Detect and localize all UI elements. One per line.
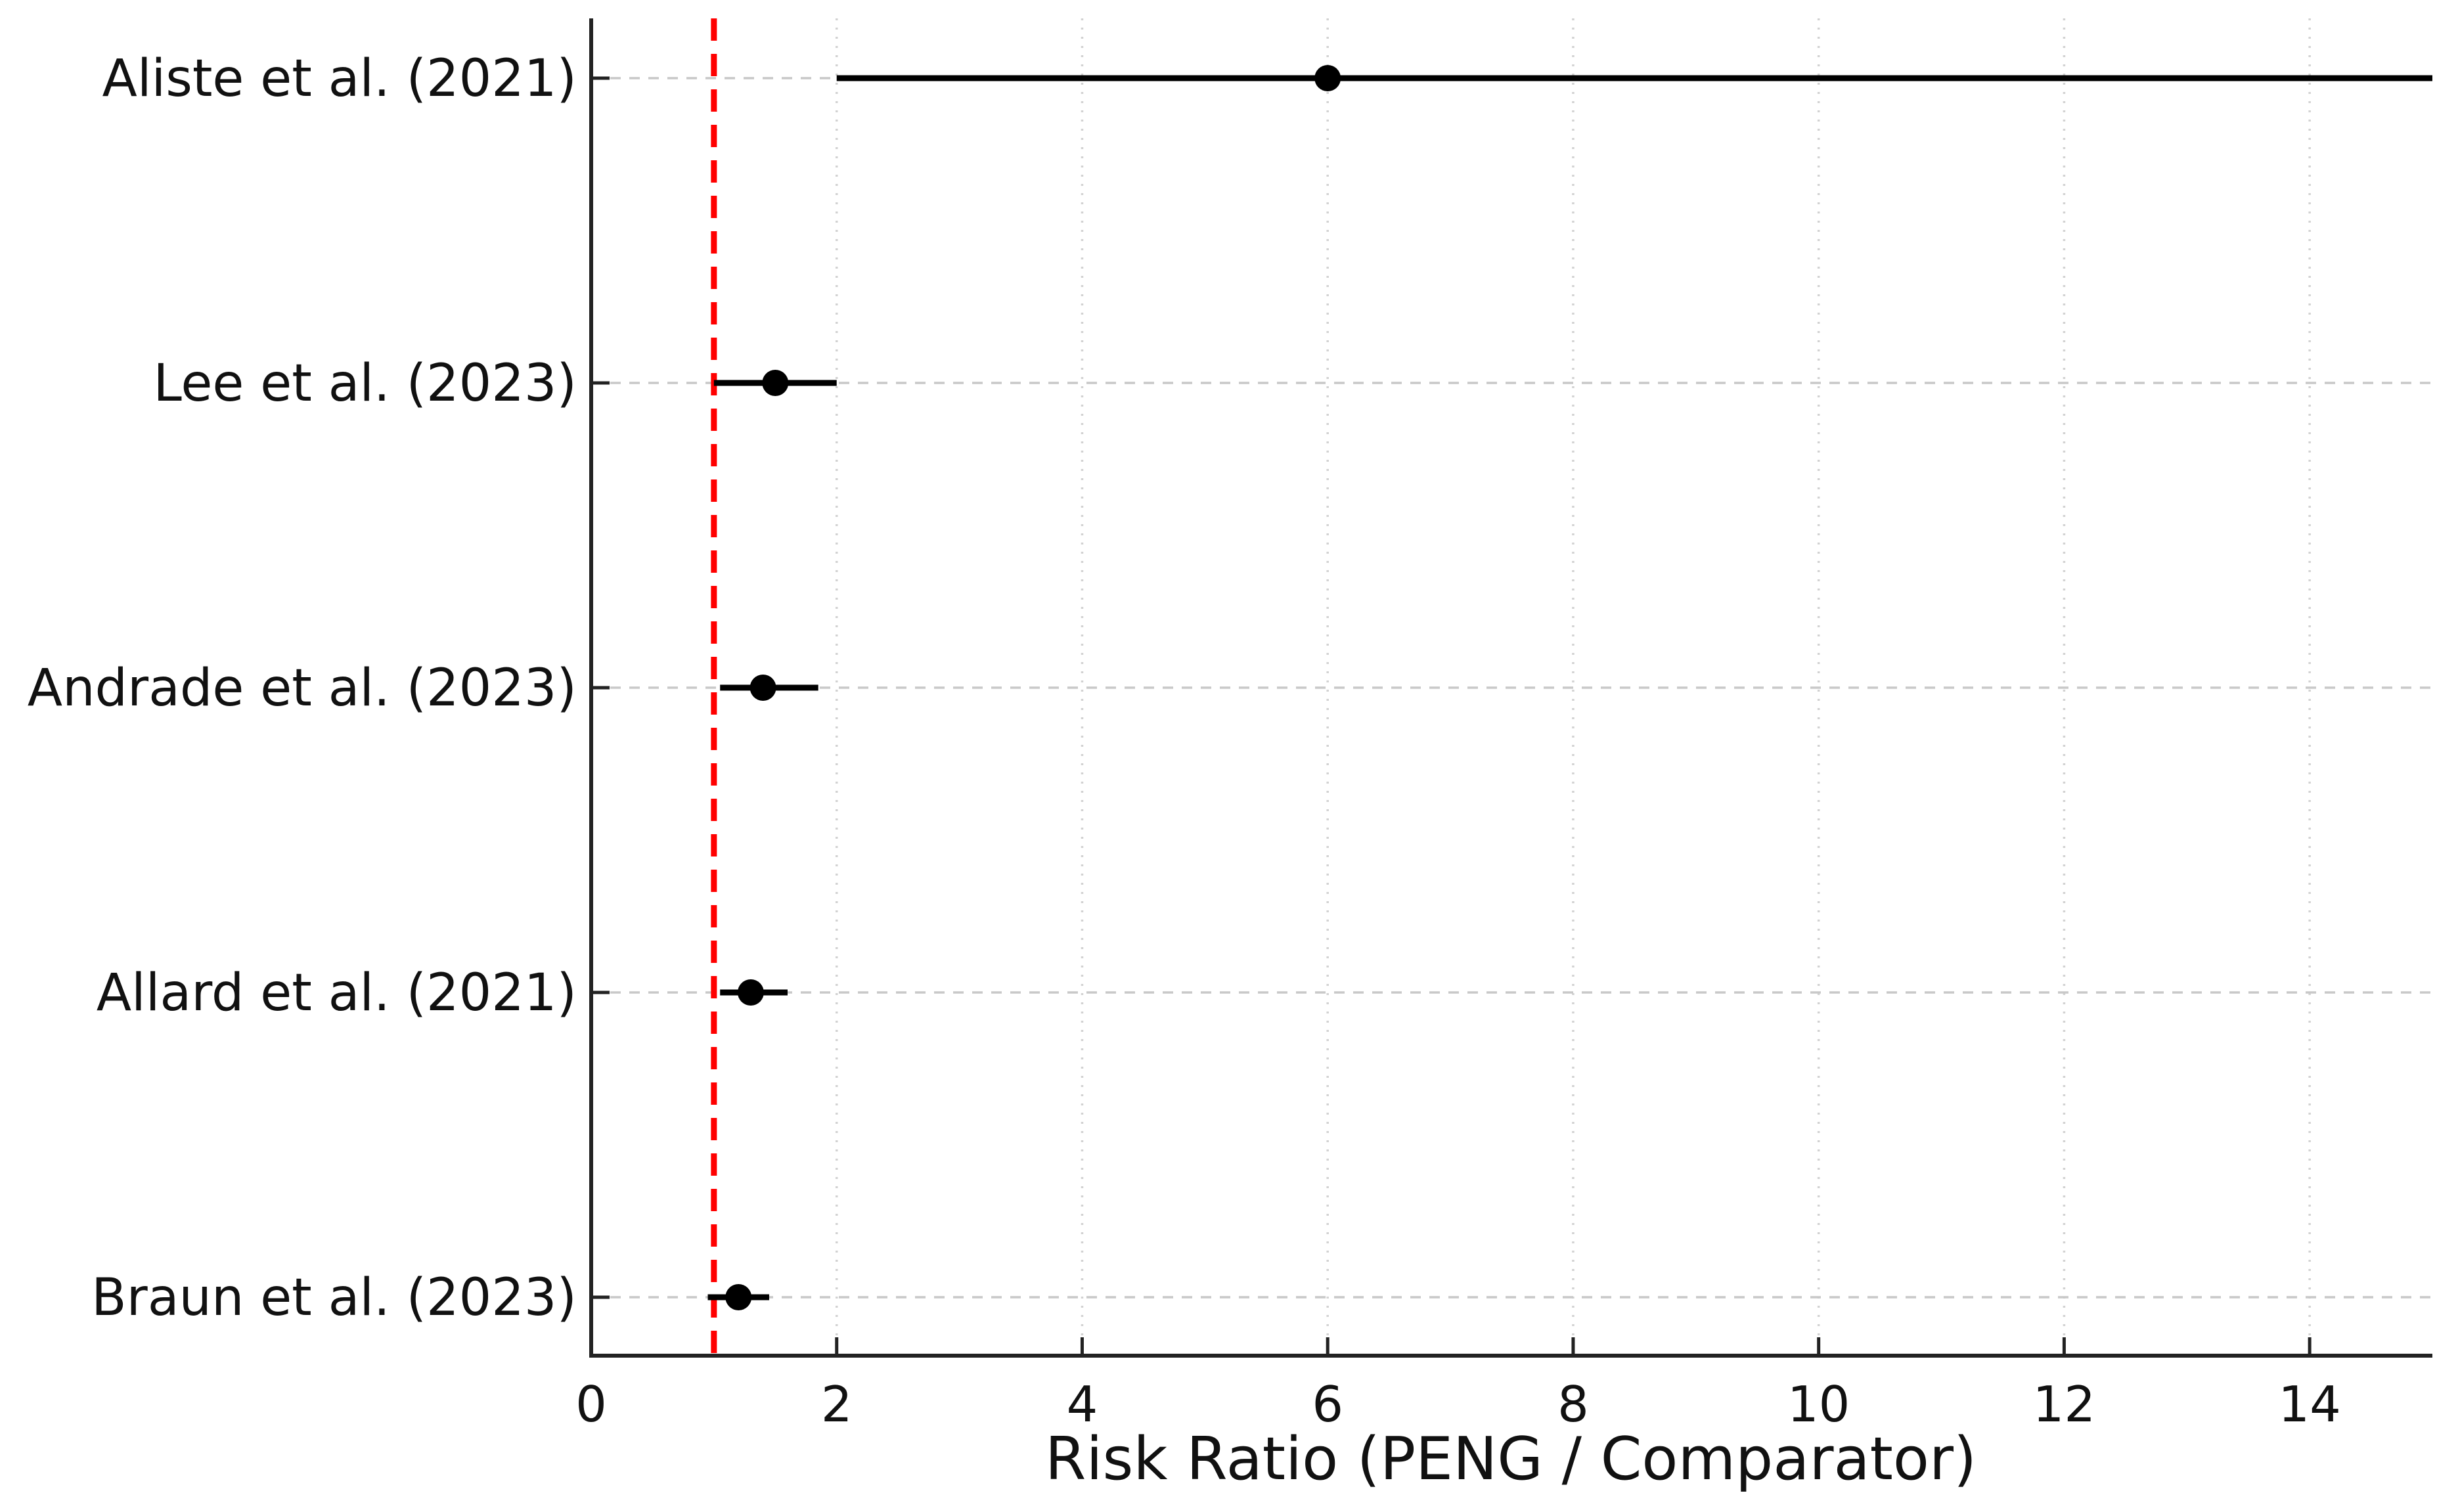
study-label: Braun et al. (2023) xyxy=(91,1268,577,1327)
point-estimate-marker xyxy=(762,370,789,396)
x-tick-label: 4 xyxy=(1067,1375,1098,1433)
axes-layer xyxy=(589,18,2432,1358)
point-estimate-marker xyxy=(725,1284,752,1310)
study-label: Aliste et al. (2021) xyxy=(102,49,577,108)
label-layer: Risk Ratio (PENG / Comparator) 0 2 4 6 8 10 12… xyxy=(28,49,2341,1494)
x-tick-label: 0 xyxy=(575,1375,607,1433)
x-axis-title: Risk Ratio (PENG / Comparator) xyxy=(1045,1425,1977,1494)
point-estimate-marker xyxy=(749,675,776,701)
study-label: Allard et al. (2021) xyxy=(97,964,577,1023)
study-label: Andrade et al. (2023) xyxy=(28,659,577,718)
x-tick-label: 10 xyxy=(1787,1375,1850,1433)
x-tick-label: 12 xyxy=(2033,1375,2095,1433)
data-layer xyxy=(707,65,2432,1310)
x-tick-label: 2 xyxy=(821,1375,853,1433)
point-estimate-marker xyxy=(737,979,764,1006)
x-tick-label: 8 xyxy=(1557,1375,1589,1433)
point-estimate-marker xyxy=(1314,65,1341,91)
gridline-layer xyxy=(591,18,2432,1356)
x-tick-label: 14 xyxy=(2278,1375,2340,1433)
study-label: Lee et al. (2023) xyxy=(153,354,577,413)
x-tick-label: 6 xyxy=(1312,1375,1343,1433)
